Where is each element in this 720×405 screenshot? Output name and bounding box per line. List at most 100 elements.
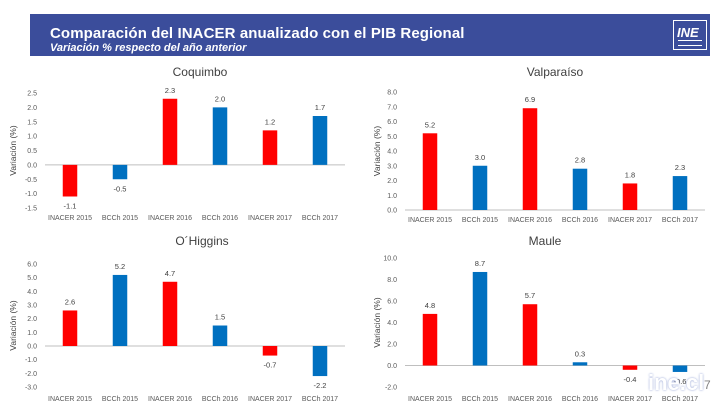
bar-inacer-2016	[162, 98, 178, 165]
x-tick-label: BCCh 2015	[462, 217, 498, 224]
chart-coquimbo: Coquimbo Variación (%) -1.5 -1.0 -0.5 0.0 0.5 1…	[8, 65, 345, 222]
bar-inacer-2015	[62, 164, 78, 197]
data-label: 5.2	[425, 120, 435, 129]
y-tick-label: 2.0	[387, 342, 397, 349]
x-tick-label: INACER 2016	[508, 396, 552, 403]
page-title: Comparación del INACER anualizado con el…	[50, 25, 465, 42]
x-tick-label: INACER 2016	[148, 215, 192, 222]
x-tick-label: INACER 2017	[248, 215, 292, 222]
y-tick-label: -2.0	[25, 371, 37, 378]
x-tick-label: BCCh 2017	[302, 396, 338, 403]
ine-logo-lines	[678, 40, 702, 46]
data-label: -0.5	[114, 184, 127, 193]
data-label: 8.7	[475, 259, 485, 268]
bar-inacer-2015	[422, 133, 438, 210]
x-tick-label: BCCh 2017	[302, 215, 338, 222]
data-label: 2.6	[65, 297, 75, 306]
y-tick-label: 0.0	[27, 344, 37, 351]
bar-inacer-2017	[622, 183, 638, 210]
y-axis-label: Variación (%)	[372, 126, 382, 177]
chart-valparaiso: Valparaíso Variación (%) 0.0 1.0 2.0 3.0 4.0 5.…	[372, 65, 705, 224]
y-tick-label: 6.0	[387, 299, 397, 306]
chart-title: Maule	[529, 234, 562, 248]
data-label: -0.4	[624, 375, 637, 384]
banner-notch	[0, 14, 30, 56]
bar-bcch-2016	[572, 362, 588, 366]
x-tick-label: BCCh 2016	[202, 396, 238, 403]
bar-bcch-2016	[212, 107, 228, 165]
data-label: 3.0	[475, 153, 485, 162]
x-tick-label: INACER 2016	[148, 396, 192, 403]
x-tick-label: BCCh 2015	[102, 396, 138, 403]
data-label: 1.7	[315, 103, 325, 112]
y-tick-label: 4.0	[27, 289, 37, 296]
x-tick-label: INACER 2015	[408, 217, 452, 224]
data-label: 2.3	[165, 86, 175, 95]
data-label: 5.7	[525, 291, 535, 300]
data-label: 0.3	[575, 349, 585, 358]
y-tick-label: 1.0	[27, 330, 37, 337]
bar-bcch-2015	[112, 164, 128, 180]
data-label: -1.1	[64, 202, 77, 211]
x-tick-label: BCCh 2016	[202, 215, 238, 222]
chart-title: O´Higgins	[175, 234, 228, 248]
y-tick-label: 2.0	[27, 105, 37, 112]
y-tick-label: 6.0	[387, 119, 397, 126]
bar-inacer-2015	[422, 313, 438, 366]
y-tick-label: 3.0	[387, 163, 397, 170]
data-label: 2.0	[215, 94, 225, 103]
x-tick-label: BCCh 2016	[562, 217, 598, 224]
x-tick-label: INACER 2017	[608, 217, 652, 224]
data-label: 2.8	[575, 156, 585, 165]
x-tick-label: BCCh 2015	[462, 396, 498, 403]
data-label: 5.2	[115, 262, 125, 271]
bar-inacer-2017	[262, 346, 278, 356]
chart-ohiggins: O´Higgins Variación (%) -3.0 -2.0 -1.0 0.0 1.0…	[8, 234, 345, 403]
bar-bcch-2015	[112, 274, 128, 346]
y-tick-label: -0.5	[25, 177, 37, 184]
x-tick-label: INACER 2016	[508, 217, 552, 224]
data-label: -2.2	[314, 381, 327, 390]
chart-title: Coquimbo	[173, 65, 228, 79]
x-tick-label: INACER 2015	[48, 215, 92, 222]
x-tick-label: INACER 2015	[48, 396, 92, 403]
bar-inacer-2017	[262, 130, 278, 165]
chart-maule: Maule Variación (%) -2.0 0.0 2.0 4.0 6.0 8.0 10.…	[372, 234, 705, 403]
bar-bcch-2015	[472, 271, 488, 366]
y-tick-label: 0.0	[387, 363, 397, 370]
ine-header-logo-text: INE	[677, 25, 699, 40]
bar-bcch-2017	[312, 116, 328, 165]
x-tick-label: BCCh 2017	[662, 396, 698, 403]
y-tick-label: 2.5	[27, 91, 37, 98]
y-tick-label: 10.0	[383, 256, 397, 263]
y-tick-label: 7.0	[387, 104, 397, 111]
y-tick-label: 0.0	[27, 162, 37, 169]
y-tick-label: -1.0	[25, 191, 37, 198]
y-tick-label: 2.0	[387, 178, 397, 185]
data-label: 1.2	[265, 117, 275, 126]
bar-inacer-2017	[622, 365, 638, 370]
x-tick-label: INACER 2015	[408, 396, 452, 403]
ine-header-logo: INE	[673, 20, 707, 50]
page-subtitle: Variación % respecto del año anterior	[50, 42, 247, 54]
y-tick-label: -3.0	[25, 385, 37, 392]
y-tick-label: 1.5	[27, 119, 37, 126]
x-tick-label: BCCh 2015	[102, 215, 138, 222]
y-tick-label: 3.0	[27, 303, 37, 310]
data-label: 1.8	[625, 170, 635, 179]
y-tick-label: 0.5	[27, 148, 37, 155]
data-label: 2.3	[675, 163, 685, 172]
chart-title: Valparaíso	[527, 65, 584, 79]
bar-bcch-2016	[212, 325, 228, 346]
x-tick-label: INACER 2017	[608, 396, 652, 403]
x-tick-label: INACER 2017	[248, 396, 292, 403]
bar-bcch-2016	[572, 168, 588, 210]
page-number: 7	[704, 378, 711, 392]
y-tick-label: -1.0	[25, 357, 37, 364]
data-label: 1.5	[215, 313, 225, 322]
data-label: -0.7	[264, 361, 277, 370]
data-label: 4.8	[425, 301, 435, 310]
y-axis-label: Variación (%)	[8, 300, 18, 351]
y-tick-label: 1.0	[387, 193, 397, 200]
y-tick-label: 8.0	[387, 277, 397, 284]
